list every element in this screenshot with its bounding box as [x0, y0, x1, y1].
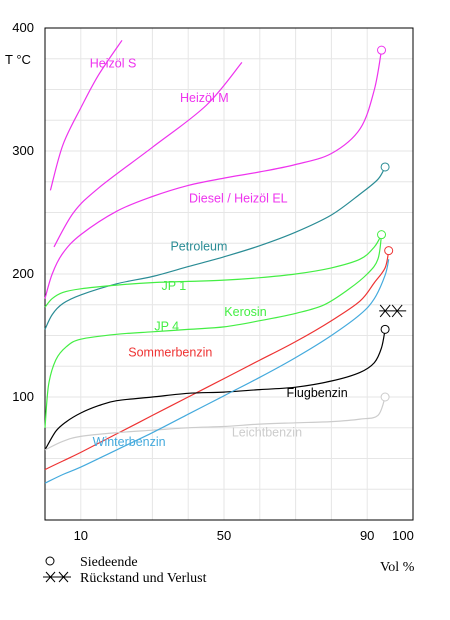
legend-end-boiling-label: Siedeende — [80, 555, 138, 570]
series-labels: Heizöl S Heizöl M Diesel / Heizöl EL Petrol… — [90, 56, 348, 449]
residue-marker-icon — [379, 304, 407, 318]
end-marker-diesel-heizöl-el — [377, 45, 387, 55]
series-label-leichtbenzin: Leichtbenzin — [232, 425, 302, 439]
y-tick-label: 400 — [12, 20, 34, 35]
plot-area-frame — [44, 27, 414, 521]
x-tick-label: 50 — [217, 528, 231, 543]
series-layer — [44, 39, 390, 484]
legend-residue-icon — [43, 571, 71, 583]
series-line-diesel-heizöl-el — [44, 49, 383, 299]
end-marker-leichtbenzin — [380, 392, 390, 402]
x-axis-ticks: 10 50 90 100 — [74, 528, 414, 543]
series-label-jp-1: JP 1 — [161, 279, 186, 293]
series-label-heizöl-m: Heizöl M — [180, 91, 229, 105]
x-tick-label: 10 — [74, 528, 88, 543]
end-marker-flugbenzin — [380, 324, 390, 334]
y-unit-label: T °C — [5, 52, 31, 67]
series-line-sommerbenzin — [44, 250, 390, 471]
end-marker-sommerbenzin — [384, 246, 394, 256]
x-tick-label: 100 — [392, 528, 414, 543]
y-tick-label: 300 — [12, 143, 34, 158]
x-unit-label: Vol % — [380, 560, 415, 575]
y-tick-label: 100 — [12, 389, 34, 404]
series-line-petroleum — [44, 166, 386, 330]
series-label-diesel-heizöl-el: Diesel / Heizöl EL — [189, 192, 288, 206]
series-line-jp-1 — [44, 234, 383, 308]
series-label-jp-4: JP 4 — [154, 320, 179, 334]
series-label-sommerbenzin: Sommerbenzin — [128, 345, 212, 359]
series-label-kerosin: Kerosin — [224, 305, 266, 319]
legend: Siedeende Rückstand und Verlust — [43, 555, 207, 586]
series-line-heizöl-m — [53, 62, 243, 248]
y-axis-ticks: 100 200 300 400 — [12, 20, 34, 404]
series-line-winterbenzin — [44, 259, 390, 484]
series-label-flugbenzin: Flugbenzin — [287, 386, 348, 400]
end-marker-jp-1 — [377, 230, 387, 240]
legend-circle-icon — [45, 556, 55, 566]
series-line-leichtbenzin — [44, 396, 386, 451]
series-label-winterbenzin: Winterbenzin — [93, 435, 166, 449]
legend-residue-label: Rückstand und Verlust — [80, 571, 207, 586]
end-markers — [377, 45, 407, 402]
y-tick-label: 200 — [12, 266, 34, 281]
series-line-heizöl-s — [49, 39, 123, 191]
series-line-flugbenzin — [44, 329, 386, 451]
end-marker-petroleum — [380, 162, 390, 172]
x-tick-label: 90 — [360, 528, 374, 543]
series-label-heizöl-s: Heizöl S — [90, 56, 137, 70]
series-line-kerosin — [44, 234, 383, 428]
series-label-petroleum: Petroleum — [170, 240, 227, 254]
